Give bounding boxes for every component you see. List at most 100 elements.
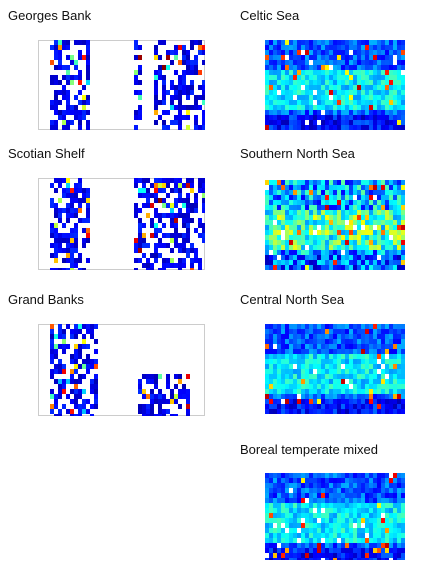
heatmap-cell [389, 344, 393, 349]
heatmap-cell [333, 55, 337, 60]
heatmap-cell [357, 60, 361, 65]
heatmap-cell [293, 533, 297, 538]
heatmap-cell [190, 60, 194, 65]
heatmap-cell [154, 90, 158, 95]
heatmap-cell [365, 215, 369, 220]
heatmap-cell [401, 205, 405, 210]
heatmap-cell [381, 55, 385, 60]
heatmap-cell [381, 349, 385, 354]
heatmap-cell [301, 265, 305, 270]
heatmap-cell [313, 518, 317, 523]
heatmap-cell [393, 324, 397, 329]
heatmap-cell [293, 503, 297, 508]
heatmap-cell [62, 334, 66, 339]
heatmap-cell [178, 248, 182, 253]
heatmap-cell [317, 339, 321, 344]
heatmap-cell [281, 125, 285, 130]
heatmap-cell [385, 359, 389, 364]
heatmap-cell [265, 205, 269, 210]
heatmap-cell [333, 344, 337, 349]
heatmap-cell [269, 200, 273, 205]
heatmap-cell [369, 553, 373, 558]
heatmap-cell [50, 100, 54, 105]
heatmap-cell [313, 394, 317, 399]
heatmap-cell [313, 533, 317, 538]
heatmap-cell [174, 105, 178, 110]
heatmap-cell [345, 394, 349, 399]
heatmap-cell [353, 548, 357, 553]
heatmap-cell [317, 369, 321, 374]
heatmap-cell [293, 60, 297, 65]
heatmap-cell [178, 188, 182, 193]
heatmap-cell [393, 399, 397, 404]
heatmap-cell [305, 120, 309, 125]
heatmap-cell [321, 349, 325, 354]
heatmap-cell [265, 85, 269, 90]
heatmap-cell [293, 558, 297, 560]
heatmap-cell [198, 268, 202, 270]
heatmap-cell [357, 200, 361, 205]
heatmap-cell [373, 110, 377, 115]
heatmap-cell [345, 533, 349, 538]
heatmap-cell [341, 364, 345, 369]
heatmap-cell [333, 334, 337, 339]
heatmap-cell [377, 523, 381, 528]
heatmap-cell [357, 528, 361, 533]
heatmap-cell [86, 75, 90, 80]
heatmap-cell [373, 230, 377, 235]
heatmap-cell [277, 185, 281, 190]
heatmap-cell [277, 513, 281, 518]
heatmap-cell [325, 339, 329, 344]
heatmap-cell [54, 45, 58, 50]
heatmap-cell [58, 100, 62, 105]
heatmap-cell [178, 90, 182, 95]
heatmap-cell [325, 548, 329, 553]
heatmap-cell [62, 193, 66, 198]
heatmap-cell [269, 553, 273, 558]
heatmap-cell [393, 265, 397, 270]
heatmap-cell [361, 240, 365, 245]
heatmap-cell [293, 180, 297, 185]
heatmap-cell [58, 329, 62, 334]
heatmap-cell [377, 553, 381, 558]
heatmap-cell [150, 233, 154, 238]
heatmap-cell [381, 394, 385, 399]
heatmap-cell [265, 369, 269, 374]
heatmap-cell [381, 125, 385, 130]
heatmap-cell [297, 538, 301, 543]
heatmap-cell [365, 379, 369, 384]
heatmap-cell [305, 180, 309, 185]
heatmap-cell [333, 180, 337, 185]
heatmap-cell [309, 65, 313, 70]
heatmap-cell [401, 125, 405, 130]
heatmap-cell [329, 125, 333, 130]
heatmap-cell [281, 245, 285, 250]
heatmap-cell [369, 265, 373, 270]
heatmap-cell [50, 105, 54, 110]
heatmap-cell [186, 233, 190, 238]
heatmap-cell [401, 548, 405, 553]
heatmap-cell [369, 528, 373, 533]
heatmap-cell [341, 493, 345, 498]
heatmap-cell [389, 354, 393, 359]
heatmap-cell [373, 384, 377, 389]
heatmap-cell [349, 50, 353, 55]
heatmap-cell [321, 553, 325, 558]
heatmap-cell [138, 233, 142, 238]
heatmap-cell [277, 374, 281, 379]
heatmap-cell [62, 110, 66, 115]
heatmap-cell [325, 374, 329, 379]
heatmap-cell [333, 404, 337, 409]
heatmap-cell [281, 409, 285, 414]
heatmap-cell [281, 553, 285, 558]
heatmap-cell [393, 478, 397, 483]
heatmap-cell [309, 100, 313, 105]
heatmap-cell [393, 374, 397, 379]
heatmap-cell [321, 394, 325, 399]
heatmap-cell [297, 528, 301, 533]
heatmap-cell [269, 478, 273, 483]
heatmap-cell [293, 404, 297, 409]
heatmap-cell [357, 508, 361, 513]
heatmap-cell [397, 498, 401, 503]
heatmap-cell [313, 523, 317, 528]
